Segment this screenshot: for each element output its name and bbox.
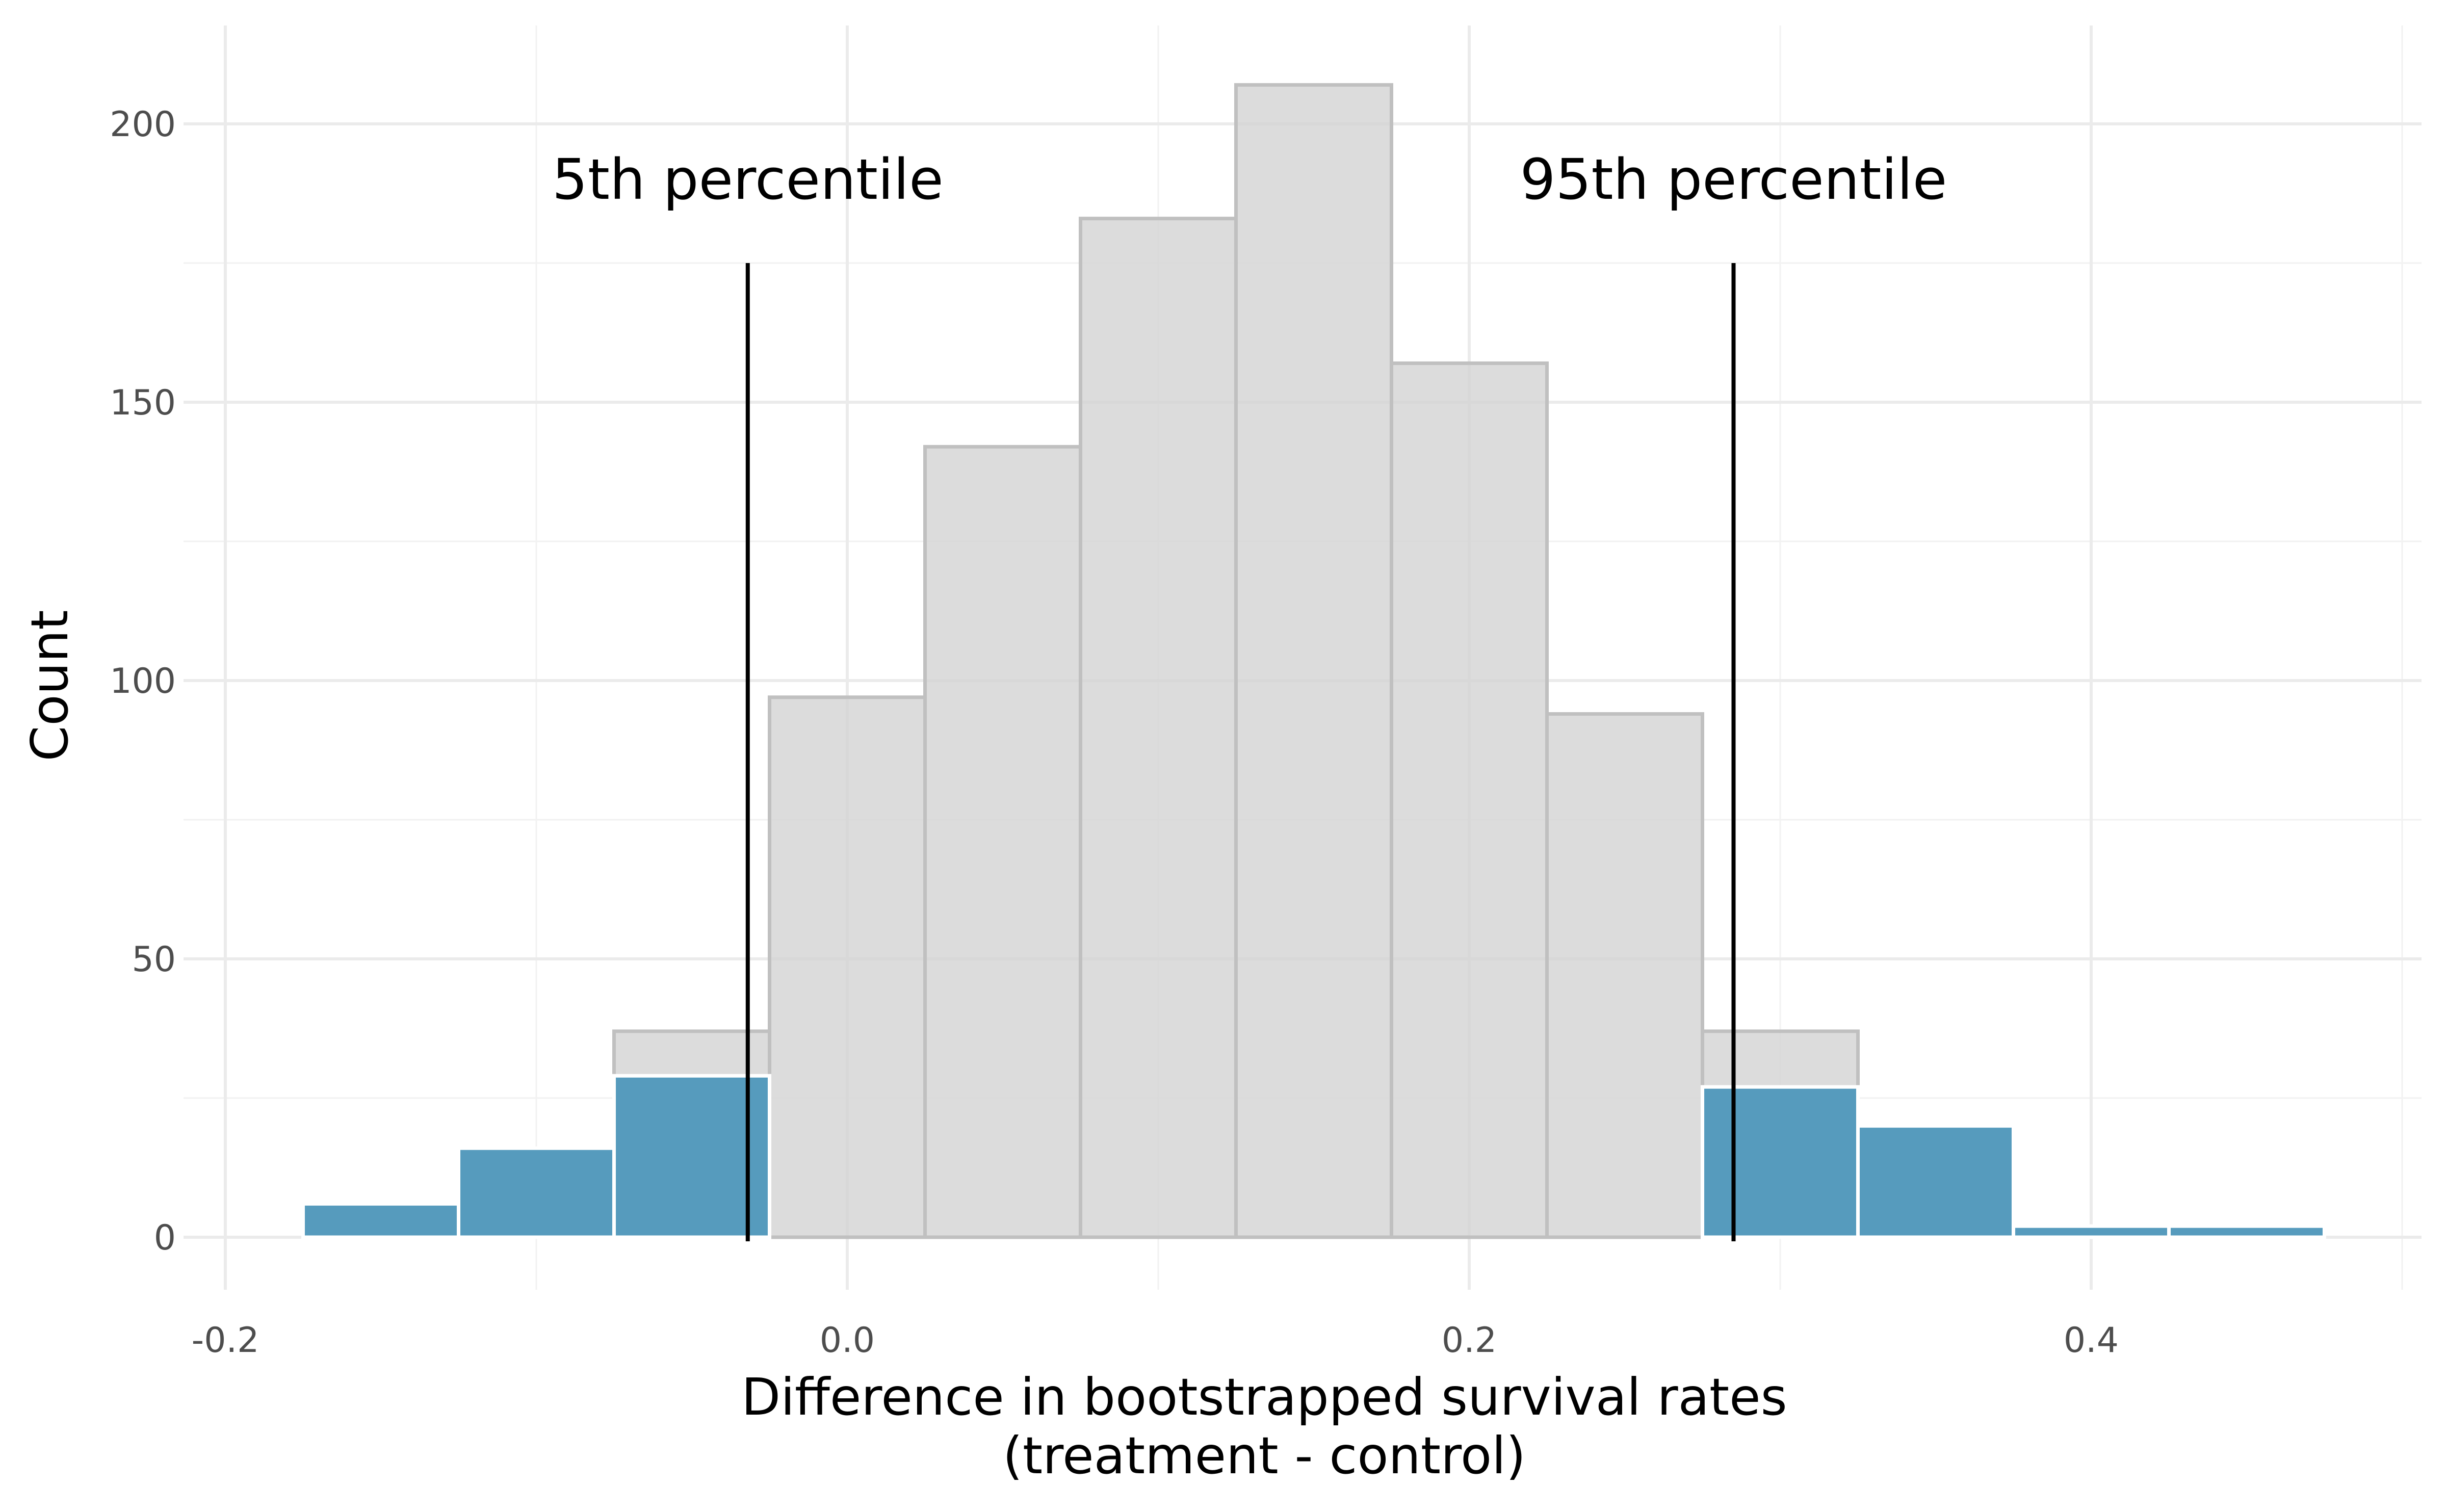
percentile-5th-label: 5th percentile (552, 147, 944, 212)
y-tick-label: 150 (110, 383, 176, 423)
y-tick-label: 50 (132, 940, 176, 980)
histogram-bar (1545, 712, 1704, 1239)
percentile-lines: 5th percentile 95th percentile (552, 147, 1947, 1241)
x-axis-tick-labels: -0.2 0.0 0.2 0.4 (192, 1320, 2119, 1361)
y-axis-title: Count (20, 610, 80, 762)
x-tick-label: 0.0 (820, 1320, 875, 1361)
x-axis-title: Difference in bootstrapped survival rate… (741, 1367, 1787, 1427)
y-tick-label: 200 (110, 105, 176, 145)
histogram-bar (768, 695, 927, 1239)
y-axis-tick-labels: 0 50 100 150 200 (110, 105, 176, 1258)
tail-histogram-bar (2012, 1224, 2171, 1239)
tail-histogram-bar (1701, 1085, 1860, 1239)
tail-histogram-bar (301, 1202, 460, 1239)
y-tick-label: 0 (154, 1218, 176, 1258)
x-axis-title-line2: (treatment - control) (1003, 1426, 1526, 1485)
histogram-bar (1079, 217, 1238, 1239)
y-tick-label: 100 (110, 661, 176, 701)
x-tick-label: -0.2 (192, 1320, 259, 1361)
x-tick-label: 0.2 (1442, 1320, 1497, 1361)
percentile-95th-label: 95th percentile (1520, 147, 1947, 212)
histogram-bar (923, 445, 1082, 1239)
tail-histogram-bar (1856, 1124, 2015, 1239)
x-tick-label: 0.4 (2064, 1320, 2119, 1361)
tail-histogram-bar (457, 1146, 616, 1239)
tail-histogram-bar (2167, 1224, 2326, 1239)
histogram-bar (1390, 361, 1549, 1239)
tail-histogram-bar (612, 1074, 771, 1239)
histogram-bar (1234, 83, 1393, 1239)
histogram-bars (301, 83, 2326, 1239)
